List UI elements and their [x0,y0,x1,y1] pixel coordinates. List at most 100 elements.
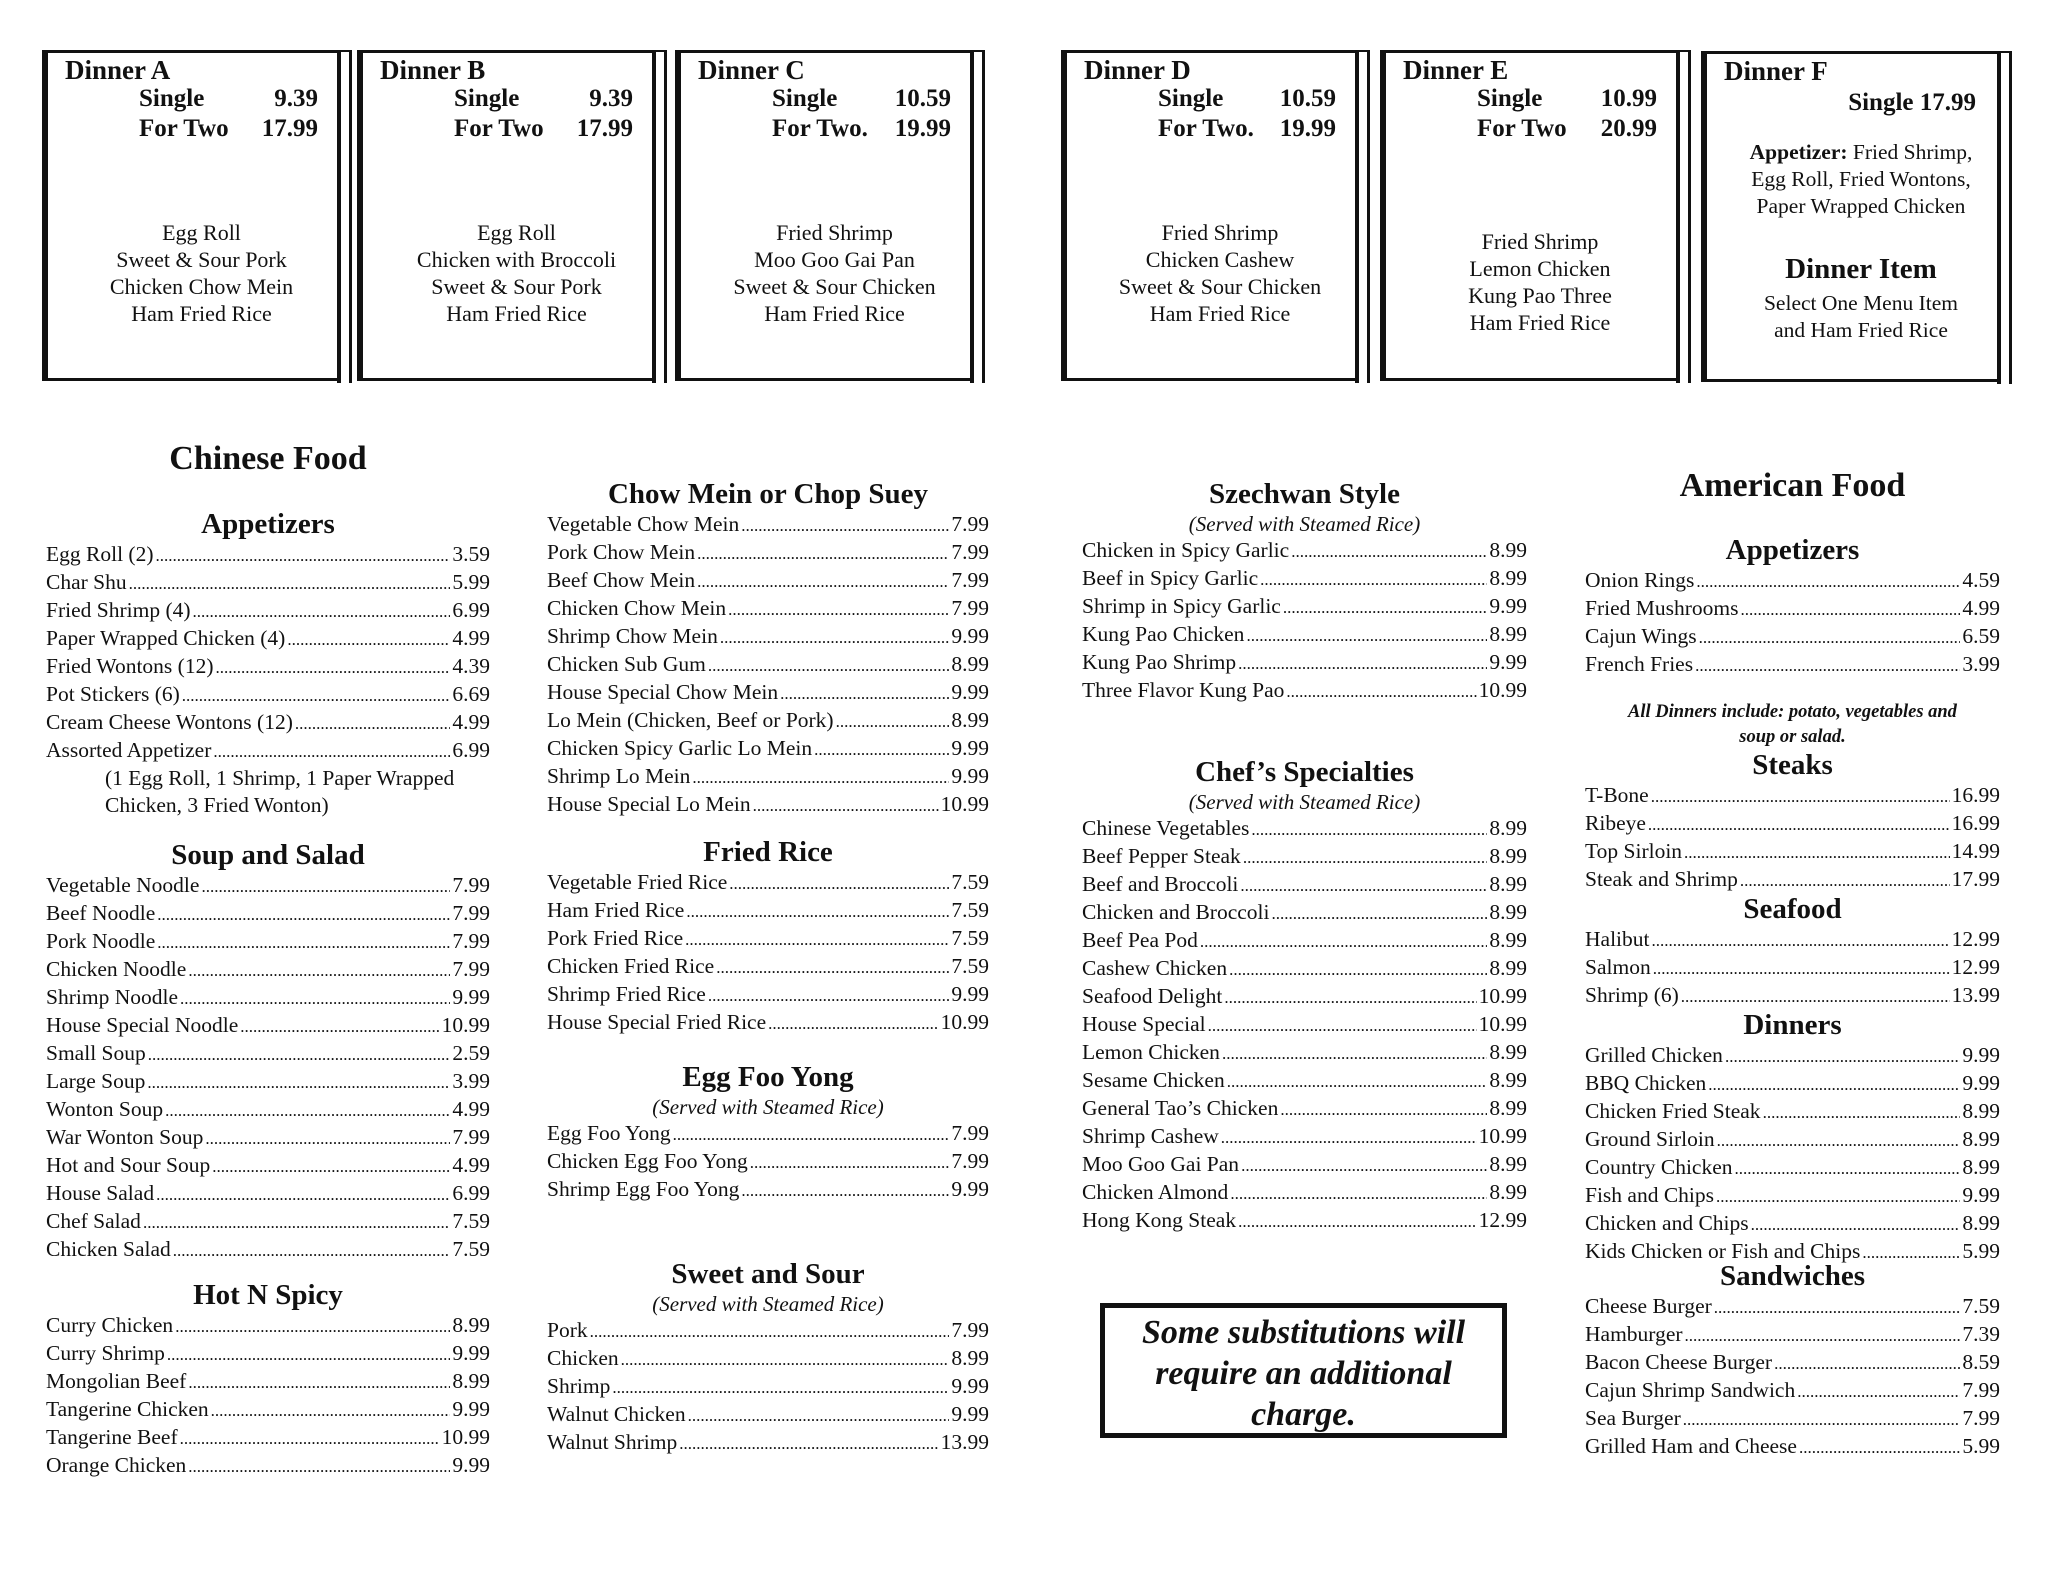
item-price: 9.99 [951,1374,989,1398]
item-price: 8.99 [1489,1040,1527,1064]
item-name: T-Bone [1585,783,1649,807]
dot-leader [1725,1042,1960,1070]
menu-item: Mongolian Beef 8.99 [46,1368,490,1396]
item-name: Hot and Sour Soup [46,1153,211,1177]
menu-item: Pork 7.99 [547,1317,989,1345]
menu-item: Halibut 12.99 [1585,926,2000,954]
menu-item: Vegetable Noodle 7.99 [46,872,490,900]
substitution-notice: Some substitutions will require an addit… [1100,1303,1507,1438]
item-name: Vegetable Fried Rice [547,870,728,894]
item-price: 7.99 [951,568,989,592]
menu-item: Cajun Wings 6.59 [1585,623,2000,651]
item-name: Chicken and Broccoli [1082,900,1270,924]
item-name: Shrimp Fried Rice [547,982,706,1006]
dot-leader [1735,1154,1961,1182]
item-name: Chicken Noodle [46,957,187,981]
menu-item: War Wonton Soup 7.99 [46,1124,490,1152]
section-subtitle: (Served with Steamed Rice) [652,1095,884,1119]
section-title: Szechwan Style [1209,478,1400,510]
menu-item: Fried Wontons (12) 4.39 [46,653,490,681]
item-name: Shrimp in Spicy Garlic [1082,594,1281,618]
for-two-label: For Two [1477,115,1567,142]
menu-item: Chicken Salad 7.59 [46,1236,490,1264]
dinner-items: Egg Roll Sweet & Sour Pork Chicken Chow Me… [65,219,338,327]
item-price: 10.99 [1478,984,1527,1008]
single-label: Single [1158,85,1224,112]
item-price: 9.99 [951,764,989,788]
item-name: Kung Pao Shrimp [1082,650,1237,674]
dinner-item: Egg Roll [162,220,241,245]
menu-item: Fried Shrimp (4) 6.99 [46,597,490,625]
menu-item: Lemon Chicken 8.99 [1082,1039,1527,1067]
item-price: 9.99 [1489,650,1527,674]
menu-item: Cajun Shrimp Sandwich 7.99 [1585,1377,2000,1405]
menu-item: Beef and Broccoli 8.99 [1082,871,1527,899]
item-price: 7.99 [452,957,490,981]
section-subtitle: (Served with Steamed Rice) [1188,512,1421,536]
dinner-item: Egg Roll [477,220,556,245]
menu-item: House Special Fried Rice 10.99 [547,1009,989,1037]
dot-leader [1699,623,1961,651]
menu-item: Paper Wrapped Chicken (4) 4.99 [46,625,490,653]
item-name: Pork [547,1318,588,1342]
dot-leader [1751,1210,1961,1238]
dot-leader [215,653,450,681]
dinner-item: Sweet & Sour Chicken [1118,274,1322,299]
dot-leader [688,1401,950,1429]
menu-item: Chicken Almond 8.99 [1082,1179,1527,1207]
dot-leader [167,1340,451,1368]
dot-leader [1251,815,1487,843]
item-name: Fish and Chips [1585,1183,1715,1207]
dot-leader [621,1345,950,1373]
item-name: Curry Chicken [46,1313,174,1337]
dot-leader [143,1208,450,1236]
item-price: 10.99 [1478,1124,1527,1148]
note-line: soup or salad. [1739,727,1846,747]
item-name: Char Shu [46,570,127,594]
menu-item: Chicken Noodle 7.99 [46,956,490,984]
menu-item: Large Soup 3.99 [46,1068,490,1096]
dot-leader [1684,838,1950,866]
single-price: 9.39 [274,85,318,112]
dot-leader [753,791,939,819]
item-price: 3.59 [452,542,490,566]
item-name: Chicken Almond [1082,1180,1229,1204]
menu-item: French Fries 3.99 [1585,651,2000,679]
item-price: 13.99 [1951,983,2000,1007]
menu-item: Sea Burger 7.99 [1585,1405,2000,1433]
dinner-item-desc: Select One Menu Item and Ham Fried Rice [1724,290,1998,344]
dot-leader [1652,926,1950,954]
dot-leader [590,1317,950,1345]
section-title: Fried Rice [703,836,833,868]
dinner-item: Sweet & Sour Chicken [733,274,936,299]
item-name: Sea Burger [1585,1406,1681,1430]
item-name: Chinese Vegetables [1082,816,1250,840]
dinner-item: Sweet & Sour Pork [116,247,287,272]
item-price: 6.99 [452,1181,490,1205]
dot-leader [188,1368,450,1396]
item-name: Chef Salad [46,1209,141,1233]
item-name: Chicken Chow Mein [547,596,727,620]
menu-item: Pot Stickers (6) 6.69 [46,681,490,709]
menu-item: Shrimp Egg Foo Yong 9.99 [547,1176,989,1204]
item-price: 7.59 [951,870,989,894]
section-title: Appetizers [201,508,335,540]
item-name: Onion Rings [1585,568,1695,592]
section-title: Chow Mein or Chop Suey [607,478,929,510]
item-name: Steak and Shrimp [1585,867,1738,891]
dinner-box: Dinner A Single 9.39 For Two 17.99 Egg R… [42,50,352,383]
item-price: 7.39 [1962,1322,2000,1346]
item-price: 4.99 [452,1153,490,1177]
menu-section: Sandwiches Cheese Burger 7.59 Hamburger 7.39… [1585,1259,2000,1461]
dot-leader [1685,1321,1961,1349]
dot-leader [716,953,949,981]
item-name: Shrimp (6) [1585,983,1679,1007]
item-price: 8.99 [951,708,989,732]
dinner-name: Dinner C [698,55,805,85]
item-name: Shrimp Egg Foo Yong [547,1177,740,1201]
item-name: Fried Mushrooms [1585,596,1739,620]
dot-leader [1229,955,1487,983]
dot-leader [836,707,950,735]
single-label: Single [1477,85,1543,112]
dinner-items: Fried Shrimp Chicken Cashew Sweet & Sour C… [1084,219,1356,327]
